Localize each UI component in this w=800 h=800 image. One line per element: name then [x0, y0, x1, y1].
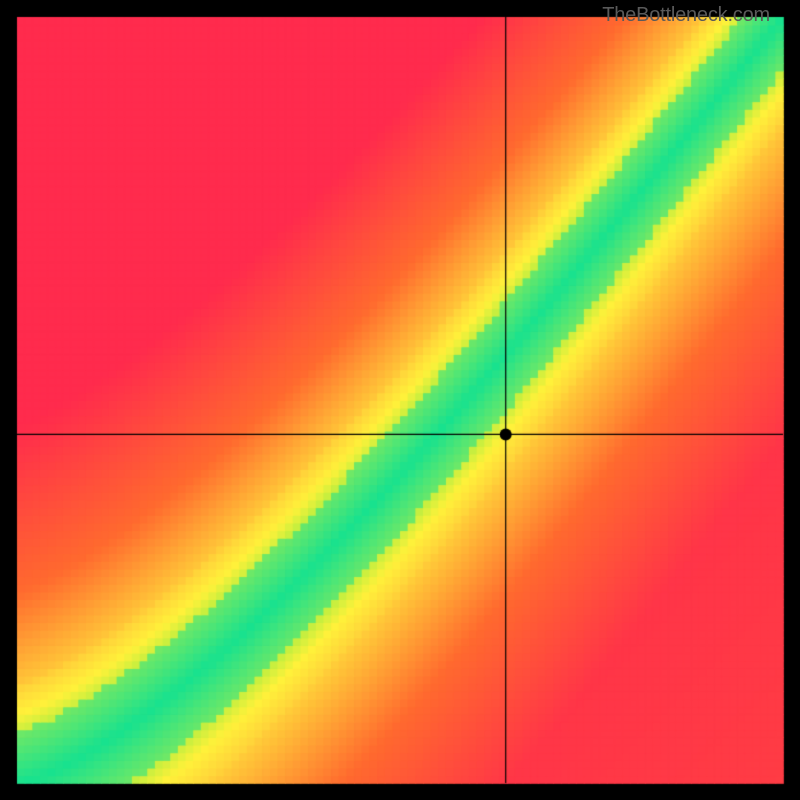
- bottleneck-heatmap: [0, 0, 800, 800]
- chart-container: TheBottleneck.com: [0, 0, 800, 800]
- watermark-text: TheBottleneck.com: [602, 4, 770, 27]
